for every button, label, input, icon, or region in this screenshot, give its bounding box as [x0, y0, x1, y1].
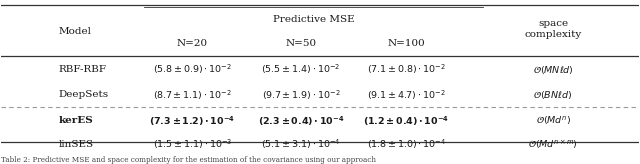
Text: Predictive MSE: Predictive MSE: [273, 15, 355, 24]
Text: $(5.1\pm3.1)\cdot10^{-4}$: $(5.1\pm3.1)\cdot10^{-4}$: [261, 138, 340, 151]
Text: DeepSets: DeepSets: [58, 90, 108, 99]
Text: linSES: linSES: [58, 140, 93, 149]
Text: $\mathcal{O}(BN\ell d)$: $\mathcal{O}(BN\ell d)$: [534, 89, 573, 101]
Text: kerES: kerES: [58, 116, 93, 125]
Text: N=50: N=50: [285, 39, 316, 48]
Text: $(5.5\pm1.4)\cdot10^{-2}$: $(5.5\pm1.4)\cdot10^{-2}$: [261, 63, 340, 76]
Text: $(9.7\pm1.9)\cdot10^{-2}$: $(9.7\pm1.9)\cdot10^{-2}$: [262, 88, 340, 102]
Text: $(7.1\pm0.8)\cdot10^{-2}$: $(7.1\pm0.8)\cdot10^{-2}$: [367, 63, 445, 76]
Text: RBF-RBF: RBF-RBF: [58, 65, 106, 74]
Text: $\mathbf{(1.2\pm0.4)\cdot10^{-4}}$: $\mathbf{(1.2\pm0.4)\cdot10^{-4}}$: [363, 114, 449, 128]
Text: space
complexity: space complexity: [524, 19, 582, 39]
Text: Model: Model: [58, 27, 91, 36]
Text: $(1.8\pm1.0)\cdot10^{-4}$: $(1.8\pm1.0)\cdot10^{-4}$: [367, 138, 446, 151]
Text: $(5.8\pm0.9)\cdot10^{-2}$: $(5.8\pm0.9)\cdot10^{-2}$: [153, 63, 232, 76]
Text: $(9.1\pm4.7)\cdot10^{-2}$: $(9.1\pm4.7)\cdot10^{-2}$: [367, 88, 445, 102]
Text: $(1.5\pm1.1)\cdot10^{-3}$: $(1.5\pm1.1)\cdot10^{-3}$: [152, 138, 232, 151]
Text: $\mathbf{(2.3\pm0.4)\cdot10^{-4}}$: $\mathbf{(2.3\pm0.4)\cdot10^{-4}}$: [258, 114, 344, 128]
Text: $\mathbf{(7.3\pm1.2)\cdot10^{-4}}$: $\mathbf{(7.3\pm1.2)\cdot10^{-4}}$: [149, 114, 236, 128]
Text: Table 2: Predictive MSE and space complexity for the estimation of the covarianc: Table 2: Predictive MSE and space comple…: [1, 156, 376, 164]
Text: N=100: N=100: [387, 39, 425, 48]
Text: $\mathcal{O}(Md^{n\times m})$: $\mathcal{O}(Md^{n\times m})$: [528, 138, 578, 151]
Text: N=20: N=20: [177, 39, 208, 48]
Text: $\mathcal{O}(Md^n)$: $\mathcal{O}(Md^n)$: [536, 114, 571, 127]
Text: $(8.7\pm1.1)\cdot10^{-2}$: $(8.7\pm1.1)\cdot10^{-2}$: [153, 88, 232, 102]
Text: $\mathcal{O}(MN\ell d)$: $\mathcal{O}(MN\ell d)$: [532, 64, 573, 76]
